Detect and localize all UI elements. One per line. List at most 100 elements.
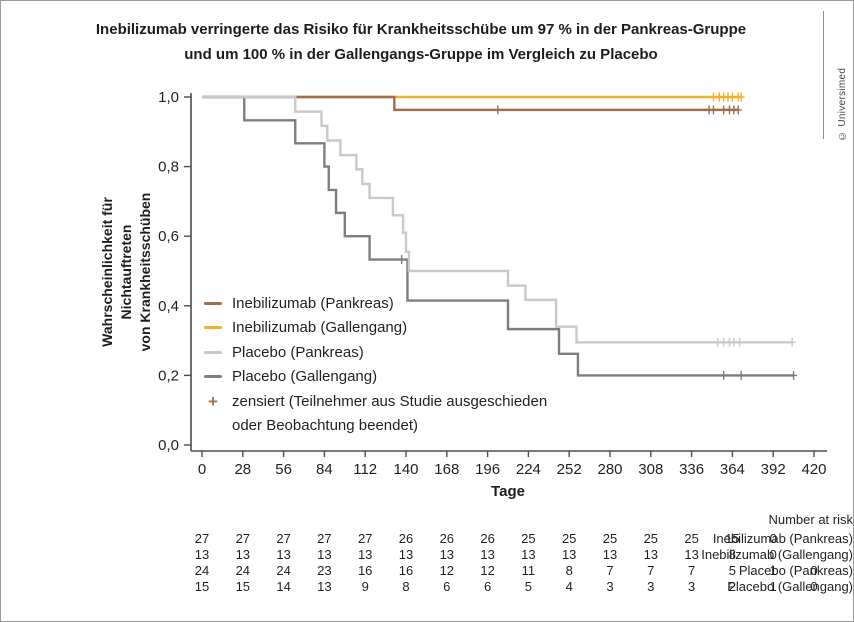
x-tick-label: 280 <box>597 461 622 478</box>
risk-value: 26 <box>398 531 414 546</box>
risk-value: 25 <box>521 531 536 546</box>
risk-value: 7 <box>647 563 655 578</box>
risk-value: 24 <box>276 563 291 578</box>
risk-value: 0 <box>769 531 777 546</box>
legend-item-placebo-pankreas-: Placebo (Pankreas) <box>204 340 547 365</box>
risk-value: 8 <box>402 579 410 594</box>
risk-value: 7 <box>687 563 696 578</box>
risk-value: 0 <box>810 563 818 578</box>
risk-value: 1 <box>769 563 777 578</box>
risk-value: 13 <box>235 547 251 562</box>
risk-value: 12 <box>439 563 455 578</box>
risk-value: 11 <box>521 563 536 578</box>
chart-title-line2: und um 100 % in der Gallengangs-Gruppe i… <box>184 46 658 63</box>
risk-value: 13 <box>480 547 495 562</box>
risk-value: 16 <box>398 563 414 578</box>
risk-value: 25 <box>561 531 577 546</box>
risk-value: 26 <box>439 531 455 546</box>
legend-label: Placebo (Pankreas) <box>232 343 364 361</box>
x-tick-label: 252 <box>557 461 582 478</box>
legend-swatch <box>204 350 222 354</box>
risk-value: 3 <box>647 579 655 594</box>
y-axis-label-line2: von Krankheitsschüben <box>137 192 153 352</box>
x-tick-label: 112 <box>353 461 377 478</box>
risk-value: 4 <box>565 579 573 594</box>
risk-value: 13 <box>357 547 373 562</box>
risk-value: 13 <box>684 547 699 562</box>
risk-value: 23 <box>317 563 332 578</box>
risk-value: 25 <box>643 531 659 546</box>
legend-censored-label-line1: zensiert (Teilnehmer aus Studie ausgesch… <box>232 392 548 410</box>
risk-value: 13 <box>317 547 332 562</box>
legend-censored-label-line2: oder Beobachtung beendet) <box>232 417 418 435</box>
x-tick-label: 168 <box>434 461 459 478</box>
risk-value: 0 <box>810 579 818 594</box>
risk-value: 24 <box>235 563 251 578</box>
risk-value: 13 <box>276 547 291 562</box>
x-tick-label: 28 <box>234 461 251 478</box>
x-tick-label: 308 <box>638 461 663 478</box>
legend-item-censored: + zensiert (Teilnehmer aus Studie ausges… <box>204 389 547 414</box>
risk-value: 8 <box>728 547 736 562</box>
legend-item-censored-line2: oder Beobachtung beendet) <box>204 414 547 439</box>
risk-value: 3 <box>687 579 696 594</box>
risk-value: 12 <box>480 563 495 578</box>
km-curve-placebo-pankreas- <box>202 95 793 344</box>
risk-value: 13 <box>439 547 455 562</box>
chart-title: Inebilizumab verringerte das Risiko für … <box>41 17 801 67</box>
y-tick-label: 0,8 <box>158 159 179 176</box>
y-axis-label: Wahrscheinlichkeit für Nichtauftreten vo… <box>98 152 153 392</box>
risk-value: 9 <box>361 579 369 594</box>
km-curve-placebo-gallengang- <box>202 95 794 377</box>
risk-value: 13 <box>561 547 577 562</box>
x-tick-label: 392 <box>761 461 786 478</box>
risk-value: 13 <box>194 547 210 562</box>
risk-value: 13 <box>317 579 332 594</box>
y-tick-label: 0,2 <box>158 367 179 384</box>
risk-value: 27 <box>235 531 251 546</box>
risk-value: 2 <box>728 579 736 594</box>
x-tick-label: 56 <box>275 461 292 478</box>
risk-row-label: Inebilizumab (Gallengang) <box>701 547 853 562</box>
x-tick-label: 420 <box>801 461 826 478</box>
risk-value: 0 <box>769 547 777 562</box>
risk-value: 13 <box>521 547 536 562</box>
x-tick-label: 224 <box>516 461 541 478</box>
y-tick-label: 1,0 <box>158 89 179 106</box>
risk-value: 6 <box>483 579 492 594</box>
risk-value: 15 <box>235 579 251 594</box>
y-tick-label: 0,6 <box>158 228 179 245</box>
x-tick-label: 336 <box>679 461 704 478</box>
risk-value: 27 <box>194 531 210 546</box>
risk-value: 13 <box>602 547 618 562</box>
risk-value: 27 <box>317 531 332 546</box>
legend-swatch <box>204 301 222 305</box>
km-curve-inebilizumab-pankreas- <box>202 95 739 112</box>
chart-legend: Inebilizumab (Pankreas) Inebilizumab (Gal… <box>204 291 547 438</box>
copyright-watermark: © Universimed <box>837 67 848 141</box>
x-tick-label: 0 <box>198 461 206 478</box>
legend-swatch <box>204 375 222 379</box>
x-axis-label: Tage <box>491 483 525 500</box>
y-tick-label: 0,4 <box>158 298 179 315</box>
x-tick-label: 84 <box>316 461 333 478</box>
legend-swatch <box>204 326 222 330</box>
risk-value: 13 <box>398 547 414 562</box>
risk-value: 27 <box>357 531 373 546</box>
legend-label: Placebo (Gallengang) <box>232 368 378 386</box>
risk-value: 15 <box>725 531 740 546</box>
risk-value: 8 <box>565 563 573 578</box>
legend-item-inebilizumab-pankreas-: Inebilizumab (Pankreas) <box>204 291 547 316</box>
legend-item-placebo-gallengang-: Placebo (Gallengang) <box>204 365 547 390</box>
x-tick-label: 140 <box>393 461 418 478</box>
risk-row-label: Inebilizumab (Pankreas) <box>712 531 853 546</box>
legend-label: Inebilizumab (Gallengang) <box>232 319 408 337</box>
risk-value: 26 <box>480 531 495 546</box>
risk-row-label: Placebo (Pankreas) <box>738 563 853 578</box>
risk-value: 25 <box>602 531 618 546</box>
risk-row-label: Placebo (Gallengang) <box>727 579 853 594</box>
risk-value: 27 <box>276 531 291 546</box>
risk-value: 5 <box>728 563 736 578</box>
risk-value: 7 <box>606 563 614 578</box>
